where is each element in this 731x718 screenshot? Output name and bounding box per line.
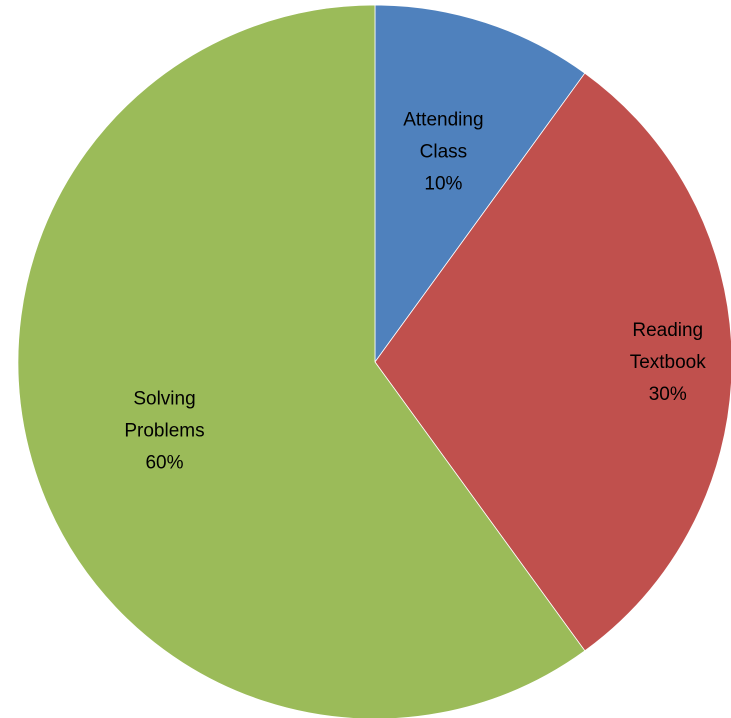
pie-slice-reading-textbook: [374, 72, 731, 652]
pie-slice-attending-class: [374, 4, 586, 364]
category-label-line: Problems: [124, 420, 204, 441]
pie-slice-solving-problems: [17, 4, 586, 718]
pie-labels: Attending Class 10% Reading Textbook 30% Solvi…: [124, 109, 706, 473]
category-label-line: Reading: [632, 320, 703, 341]
pie-slices: [17, 4, 731, 718]
percent-label: 30%: [649, 384, 687, 405]
percent-label: 60%: [145, 452, 183, 473]
category-label-line: Solving: [133, 388, 195, 409]
data-label-attending-class: Attending Class 10%: [403, 109, 483, 194]
category-label-line: Attending: [403, 109, 483, 130]
category-label-line: Textbook: [630, 352, 707, 373]
category-label-line: Class: [420, 141, 468, 162]
data-label-solving-problems: Solving Problems 60%: [124, 388, 204, 473]
percent-label: 10%: [424, 173, 462, 194]
data-label-reading-textbook: Reading Textbook 30%: [630, 320, 707, 405]
